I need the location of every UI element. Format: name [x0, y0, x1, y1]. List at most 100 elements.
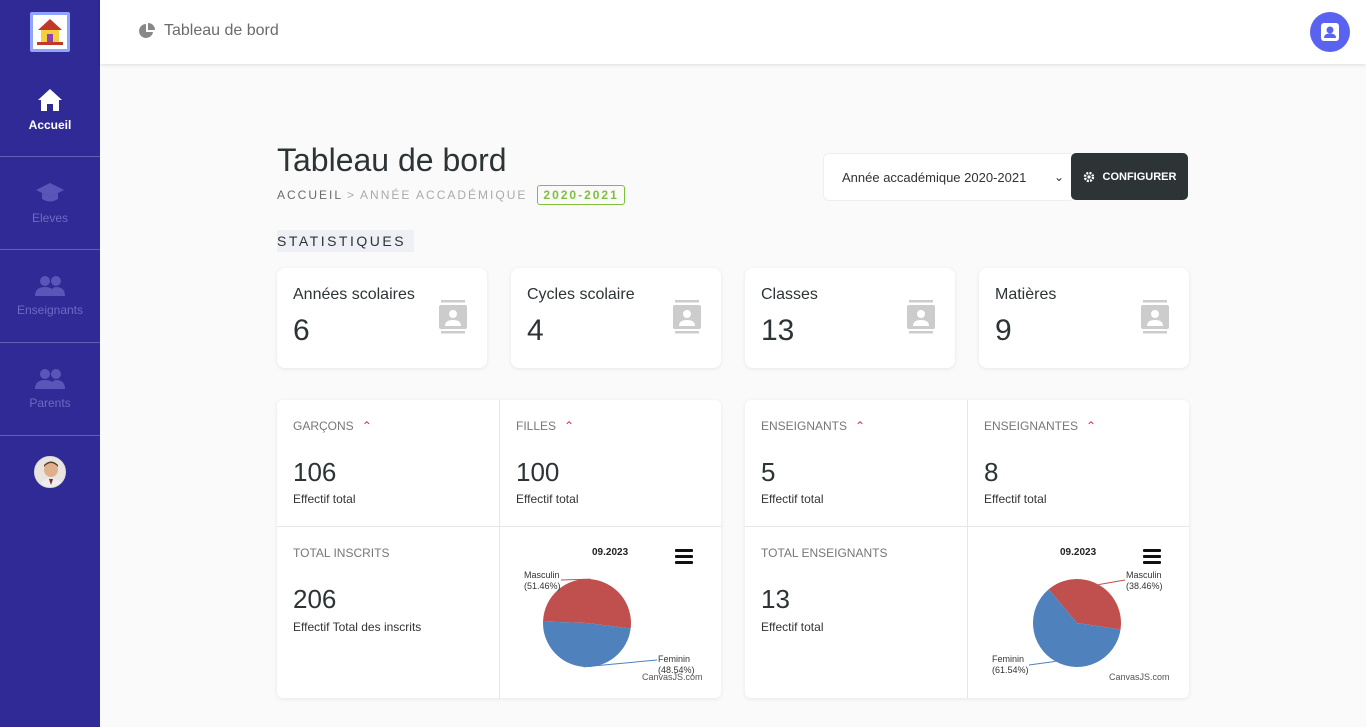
- female-teachers-value: 8: [984, 457, 999, 487]
- configure-button[interactable]: CONFIGURER: [1071, 153, 1188, 200]
- chart-menu-icon[interactable]: [1143, 549, 1161, 567]
- chart-title: 09.2023: [1060, 547, 1097, 558]
- female-teachers-header: ENSEIGNANTES ⌃: [984, 419, 1096, 433]
- user-profile-button[interactable]: [1310, 12, 1350, 52]
- pie-leader-line: [560, 578, 591, 581]
- boys-label: GARÇONS: [293, 419, 354, 433]
- male-teachers-label: ENSEIGNANTS: [761, 419, 848, 433]
- stat-card-cycles: Cycles scolaire 4: [511, 268, 721, 368]
- divider: [499, 400, 500, 698]
- gender-pie-chart-teachers: [1028, 579, 1126, 667]
- page-title: Tableau de bord: [277, 142, 507, 178]
- academic-year-select[interactable]: Année accadémique 2020-2021 ⌄: [823, 153, 1075, 201]
- total-students-header: TOTAL INSCRITS: [293, 546, 389, 560]
- year-badge: 2020-2021: [537, 185, 625, 205]
- user-card-icon: [1321, 23, 1339, 41]
- sidebar-item-eleves[interactable]: Eleves: [0, 157, 100, 250]
- user-photo-icon: [35, 457, 65, 487]
- chart-title: 09.2023: [592, 547, 629, 558]
- caret-up-icon: ⌃: [855, 419, 866, 433]
- sidebar-item-parents[interactable]: Parents: [0, 343, 100, 436]
- home-icon: [38, 89, 62, 111]
- chart-credit[interactable]: CanvasJS.com: [642, 672, 703, 682]
- breadcrumb: ACCUEIL > ANNÉE ACCADÉMIQUE 2020-2021: [277, 185, 625, 205]
- stat-card-label: Matières: [995, 286, 1057, 303]
- girls-subtitle: Effectif total: [516, 492, 579, 506]
- house-logo-icon: [34, 16, 66, 48]
- girls-label: FILLES: [516, 419, 557, 433]
- users-icon: [35, 276, 65, 296]
- id-card-icon: [439, 300, 467, 334]
- pie-label-masculin: Masculin (51.46%): [524, 570, 561, 591]
- stat-card-matieres: Matières 9: [979, 268, 1189, 368]
- sidebar-item-label: Accueil: [28, 118, 72, 132]
- stat-card-value: 9: [995, 314, 1012, 347]
- stat-card-label: Années scolaires: [293, 286, 415, 303]
- teachers-panel: ENSEIGNANTS ⌃ 5 Effectif total ENSEIGNAN…: [745, 400, 1189, 698]
- divider: [277, 526, 721, 527]
- sidebar-item-label: Parents: [29, 396, 71, 410]
- pie-chart-icon: [139, 23, 155, 38]
- total-teachers-value: 13: [761, 584, 790, 614]
- caret-up-icon: ⌃: [361, 419, 372, 433]
- pie-slice-feminin[interactable]: [1033, 589, 1121, 667]
- total-teachers-label: TOTAL ENSEIGNANTS: [761, 546, 888, 560]
- pie-slice-feminin[interactable]: [543, 621, 631, 667]
- female-teachers-subtitle: Effectif total: [984, 492, 1047, 506]
- girls-header: FILLES ⌃: [516, 419, 574, 433]
- students-panel: GARÇONS ⌃ 106 Effectif total FILLES ⌃ 10…: [277, 400, 721, 698]
- breadcrumb-year-label: ANNÉE ACCADÉMIQUE: [360, 188, 528, 202]
- boys-subtitle: Effectif total: [293, 492, 356, 506]
- sidebar-item-enseignants[interactable]: Enseignants: [0, 250, 100, 343]
- pie-leader-line: [583, 659, 658, 668]
- configure-button-label: CONFIGURER: [1102, 170, 1177, 183]
- pie-label-masculin: Masculin (38.46%): [1126, 570, 1163, 591]
- girls-value: 100: [516, 457, 560, 487]
- total-teachers-header: TOTAL ENSEIGNANTS: [761, 546, 887, 560]
- academic-year-select-value: Année accadémique 2020-2021: [842, 169, 1027, 185]
- divider: [745, 526, 1189, 527]
- caret-up-icon: ⌃: [564, 419, 575, 433]
- male-teachers-value: 5: [761, 457, 776, 487]
- chart-credit[interactable]: CanvasJS.com: [1109, 672, 1170, 682]
- header-title: Tableau de bord: [138, 22, 279, 40]
- total-teachers-subtitle: Effectif total: [761, 620, 824, 634]
- users-icon: [35, 369, 65, 389]
- stat-card-value: 6: [293, 314, 310, 347]
- chart-menu-icon[interactable]: [675, 549, 693, 567]
- sidebar-item-label: Eleves: [31, 211, 69, 225]
- gear-icon: [1083, 171, 1094, 182]
- total-students-subtitle: Effectif Total des inscrits: [293, 620, 422, 634]
- stat-card-label: Classes: [761, 286, 818, 303]
- total-students-label: TOTAL INSCRITS: [293, 546, 390, 560]
- gender-pie-chart-students: [543, 578, 658, 668]
- top-header: Tableau de bord: [100, 0, 1366, 64]
- pie-label-feminin: Feminin (61.54%): [992, 654, 1029, 675]
- pie-slice-masculin[interactable]: [1048, 579, 1121, 630]
- divider: [967, 400, 968, 698]
- chevron-down-icon: ⌄: [1053, 170, 1064, 184]
- male-teachers-subtitle: Effectif total: [761, 492, 824, 506]
- sidebar-item-accueil[interactable]: Accueil: [0, 64, 100, 157]
- section-title: STATISTIQUES: [277, 230, 415, 252]
- id-card-icon: [1141, 300, 1169, 334]
- pie-label-feminin: Feminin (48.54%): [658, 654, 695, 675]
- boys-header: GARÇONS ⌃: [293, 419, 372, 433]
- breadcrumb-home[interactable]: ACCUEIL: [277, 188, 344, 202]
- female-teachers-label: ENSEIGNANTES: [984, 419, 1079, 433]
- graduation-cap-icon: [36, 183, 64, 202]
- caret-up-icon: ⌃: [1086, 419, 1097, 433]
- header-title-text: Tableau de bord: [164, 22, 279, 39]
- total-students-value: 206: [293, 584, 337, 614]
- stat-card-label: Cycles scolaire: [527, 286, 635, 303]
- id-card-icon: [673, 300, 701, 334]
- school-logo[interactable]: [30, 12, 70, 52]
- stat-card-annees: Années scolaires 6: [277, 268, 487, 368]
- male-teachers-header: ENSEIGNANTS ⌃: [761, 419, 865, 433]
- pie-leader-line: [1098, 579, 1126, 586]
- avatar[interactable]: [34, 456, 66, 488]
- sidebar: Accueil Eleves Enseignants Parents: [0, 0, 100, 727]
- stat-card-classes: Classes 13: [745, 268, 955, 368]
- breadcrumb-separator: >: [347, 188, 357, 202]
- pie-slice-masculin[interactable]: [543, 579, 631, 629]
